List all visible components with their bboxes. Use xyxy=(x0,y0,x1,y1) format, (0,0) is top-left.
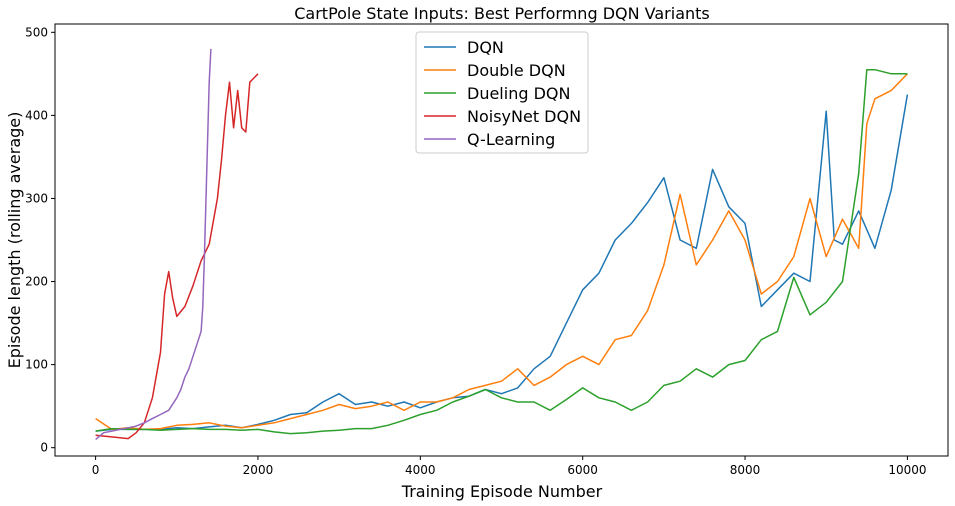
x-axis-ticks: 0 2000 4000 6000 8000 10000 xyxy=(92,456,927,477)
x-tick-label: 10000 xyxy=(888,463,926,477)
legend-label: Dueling DQN xyxy=(467,84,570,103)
legend-label: Q-Learning xyxy=(467,130,555,149)
plot-frame xyxy=(54,23,949,457)
y-tick-label: 0 xyxy=(40,441,48,455)
y-axis-label: Episode length (rolling average) xyxy=(5,112,24,369)
x-tick-label: 2000 xyxy=(243,463,274,477)
x-axis-label: Training Episode Number xyxy=(401,482,603,501)
series-layer xyxy=(95,48,909,440)
series-line-3 xyxy=(95,73,259,440)
x-tick-label: 6000 xyxy=(567,463,598,477)
y-tick-label: 400 xyxy=(25,108,48,122)
x-tick-label: 4000 xyxy=(405,463,436,477)
legend: DQN Double DQN Dueling DQN NoisyNet DQN Q-Le… xyxy=(415,31,589,154)
y-tick-label: 500 xyxy=(25,25,48,39)
legend-label: Double DQN xyxy=(467,61,566,80)
y-tick-label: 200 xyxy=(25,275,48,289)
y-tick-label: 300 xyxy=(25,191,48,205)
x-tick-label: 8000 xyxy=(730,463,761,477)
x-tick-label: 0 xyxy=(92,463,100,477)
legend-frame xyxy=(415,31,589,154)
series-line-4 xyxy=(95,48,212,440)
y-axis-ticks: 0 100 200 300 400 500 xyxy=(25,25,55,455)
legend-label: DQN xyxy=(467,38,504,57)
legend-label: NoisyNet DQN xyxy=(467,107,581,126)
series-line-1 xyxy=(95,73,908,431)
chart-title: CartPole State Inputs: Best Performng DQ… xyxy=(294,4,710,23)
y-tick-label: 100 xyxy=(25,358,48,372)
series-line-2 xyxy=(95,68,908,435)
